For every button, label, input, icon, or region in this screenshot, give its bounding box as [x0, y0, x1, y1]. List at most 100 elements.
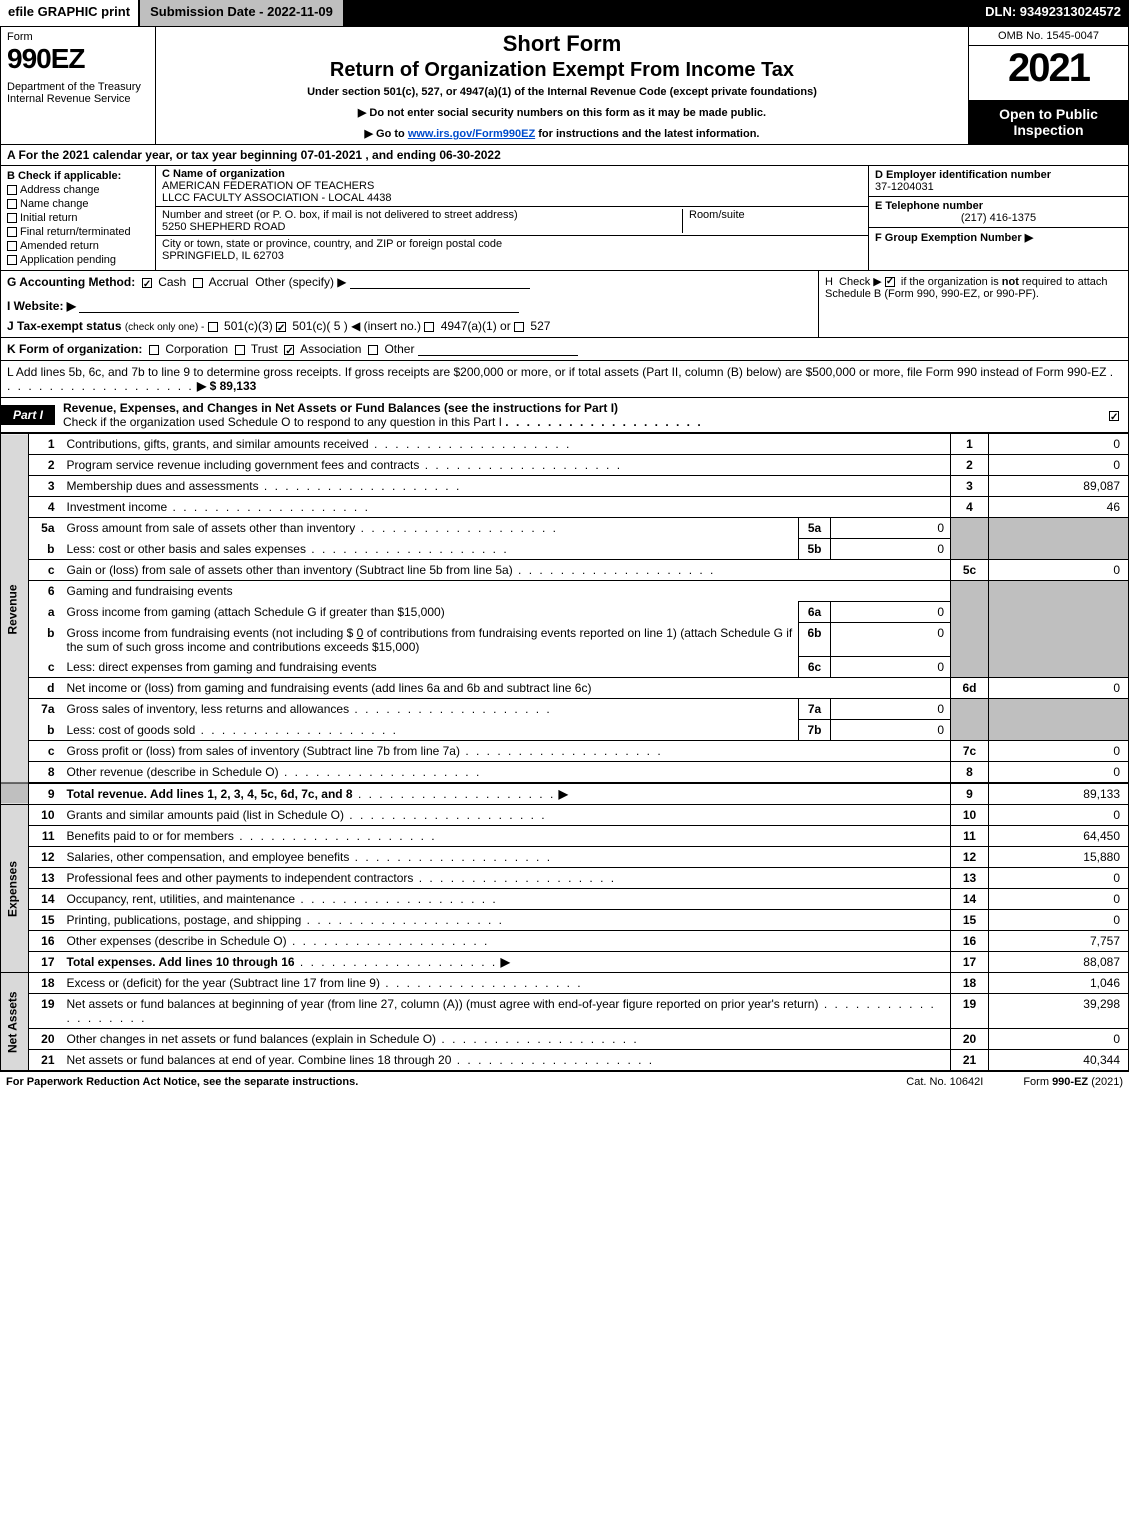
- submission-date-label: Submission Date - 2022-11-09: [138, 0, 343, 26]
- dots: [349, 850, 552, 864]
- vn-2: 2: [951, 455, 989, 476]
- chk-501c[interactable]: [276, 322, 286, 332]
- topbar-spacer: [343, 0, 977, 26]
- d-6a: Gross income from gaming (attach Schedul…: [67, 605, 445, 619]
- chk-assoc[interactable]: [284, 345, 294, 355]
- v-21: 40,344: [989, 1050, 1129, 1071]
- other-org-field[interactable]: [418, 344, 578, 356]
- d-8: Other revenue (describe in Schedule O): [67, 765, 279, 779]
- tax-year: 2021: [969, 46, 1128, 100]
- chk-application-pending[interactable]: [7, 255, 17, 265]
- chk-trust[interactable]: [235, 345, 245, 355]
- top-bar: efile GRAPHIC print Submission Date - 20…: [0, 0, 1129, 26]
- vn-20: 20: [951, 1029, 989, 1050]
- goto-suffix: for instructions and the latest informat…: [535, 128, 759, 140]
- d-7c: Gross profit or (loss) from sales of inv…: [67, 744, 460, 758]
- return-title: Return of Organization Exempt From Incom…: [162, 59, 962, 82]
- d-20: Other changes in net assets or fund bala…: [67, 1032, 437, 1046]
- chk-4947-label: 4947(a)(1) or: [441, 319, 511, 333]
- box-h: H Check ▶ if the organization is not req…: [818, 271, 1128, 337]
- vn-13: 13: [951, 868, 989, 889]
- ln-17: 17: [29, 952, 63, 973]
- d-2: Program service revenue including govern…: [67, 458, 420, 472]
- accounting-method-label: G Accounting Method:: [7, 275, 135, 289]
- d-3: Membership dues and assessments: [67, 479, 259, 493]
- chk-501c-label: 501(c)( 5 ) ◀ (insert no.): [292, 319, 421, 333]
- ln-6: 6: [29, 581, 63, 602]
- chk-address-change[interactable]: [7, 185, 17, 195]
- dots: [513, 563, 716, 577]
- other-specify-field[interactable]: [350, 277, 530, 289]
- l-text: L Add lines 5b, 6c, and 7b to line 9 to …: [7, 365, 1106, 379]
- vn-14: 14: [951, 889, 989, 910]
- sv-6c: 0: [831, 657, 951, 678]
- dots: [234, 829, 437, 843]
- street-value: 5250 SHEPHERD ROAD: [162, 221, 682, 233]
- ln-7b: b: [29, 720, 63, 741]
- v-5c: 0: [989, 560, 1129, 581]
- chk-initial-return[interactable]: [7, 213, 17, 223]
- chk-h-sched-b[interactable]: [885, 277, 895, 287]
- chk-other-org[interactable]: [368, 345, 378, 355]
- tax-exempt-sub: (check only one) -: [125, 322, 204, 333]
- ln-13: 13: [29, 868, 63, 889]
- footer: For Paperwork Reduction Act Notice, see …: [0, 1071, 1129, 1092]
- vn-4: 4: [951, 497, 989, 518]
- box-b-label: B Check if applicable:: [7, 170, 149, 182]
- ln-1: 1: [29, 434, 63, 455]
- d-6d: Net income or (loss) from gaming and fun…: [67, 681, 592, 695]
- chk-amended-return[interactable]: [7, 241, 17, 251]
- row-g-h: G Accounting Method: Cash Accrual Other …: [0, 271, 1129, 338]
- d-14: Occupancy, rent, utilities, and maintena…: [67, 892, 296, 906]
- form-header: Form 990EZ Department of the Treasury In…: [0, 26, 1129, 145]
- d-12: Salaries, other compensation, and employ…: [67, 850, 350, 864]
- ln-6d: d: [29, 678, 63, 699]
- chk-name-change[interactable]: [7, 199, 17, 209]
- vn-7c: 7c: [951, 741, 989, 762]
- vn-5c: 5c: [951, 560, 989, 581]
- box-c: C Name of organization AMERICAN FEDERATI…: [156, 166, 868, 270]
- website-field[interactable]: [79, 301, 519, 313]
- chk-accrual[interactable]: [193, 278, 203, 288]
- chk-part1-sched-o[interactable]: [1109, 411, 1119, 421]
- dots: [436, 1032, 639, 1046]
- ln-7a: 7a: [29, 699, 63, 720]
- ln-2: 2: [29, 455, 63, 476]
- side-expenses-label: Expenses: [1, 805, 29, 973]
- grey-cell: [951, 623, 989, 657]
- chk-corp[interactable]: [149, 345, 159, 355]
- under-section-label: Under section 501(c), 527, or 4947(a)(1)…: [162, 86, 962, 98]
- ln-21: 21: [29, 1050, 63, 1071]
- box-f-label: F Group Exemption Number ▶: [875, 231, 1122, 244]
- v-16: 7,757: [989, 931, 1129, 952]
- ln-7c: c: [29, 741, 63, 762]
- dots: [301, 913, 504, 927]
- chk-name-change-label: Name change: [20, 198, 89, 210]
- chk-501c3[interactable]: [208, 322, 218, 332]
- grey-cell: [989, 602, 1129, 623]
- chk-4947[interactable]: [424, 322, 434, 332]
- chk-527[interactable]: [514, 322, 524, 332]
- grey-cell: [951, 720, 989, 741]
- dots: [295, 892, 498, 906]
- efile-graphic-print-label[interactable]: efile GRAPHIC print: [0, 0, 138, 26]
- goto-prefix: ▶ Go to: [365, 128, 408, 140]
- sn-7b: 7b: [799, 720, 831, 741]
- city-label: City or town, state or province, country…: [162, 238, 502, 250]
- sv-6a: 0: [831, 602, 951, 623]
- street-label: Number and street (or P. O. box, if mail…: [162, 209, 682, 221]
- d-9: Total revenue. Add lines 1, 2, 3, 4, 5c,…: [67, 787, 353, 801]
- d-10: Grants and similar amounts paid (list in…: [67, 808, 344, 822]
- dots: [306, 542, 509, 556]
- chk-other-label: Other (specify) ▶: [255, 275, 346, 289]
- d-15: Printing, publications, postage, and shi…: [67, 913, 302, 927]
- arrow-icon: ▶: [559, 787, 568, 801]
- grey-cell: [951, 657, 989, 678]
- irs-link[interactable]: www.irs.gov/Form990EZ: [408, 128, 535, 140]
- chk-cash[interactable]: [142, 278, 152, 288]
- chk-final-return[interactable]: [7, 227, 17, 237]
- v-12: 15,880: [989, 847, 1129, 868]
- ln-3: 3: [29, 476, 63, 497]
- d-11: Benefits paid to or for members: [67, 829, 234, 843]
- grey-cell: [989, 657, 1129, 678]
